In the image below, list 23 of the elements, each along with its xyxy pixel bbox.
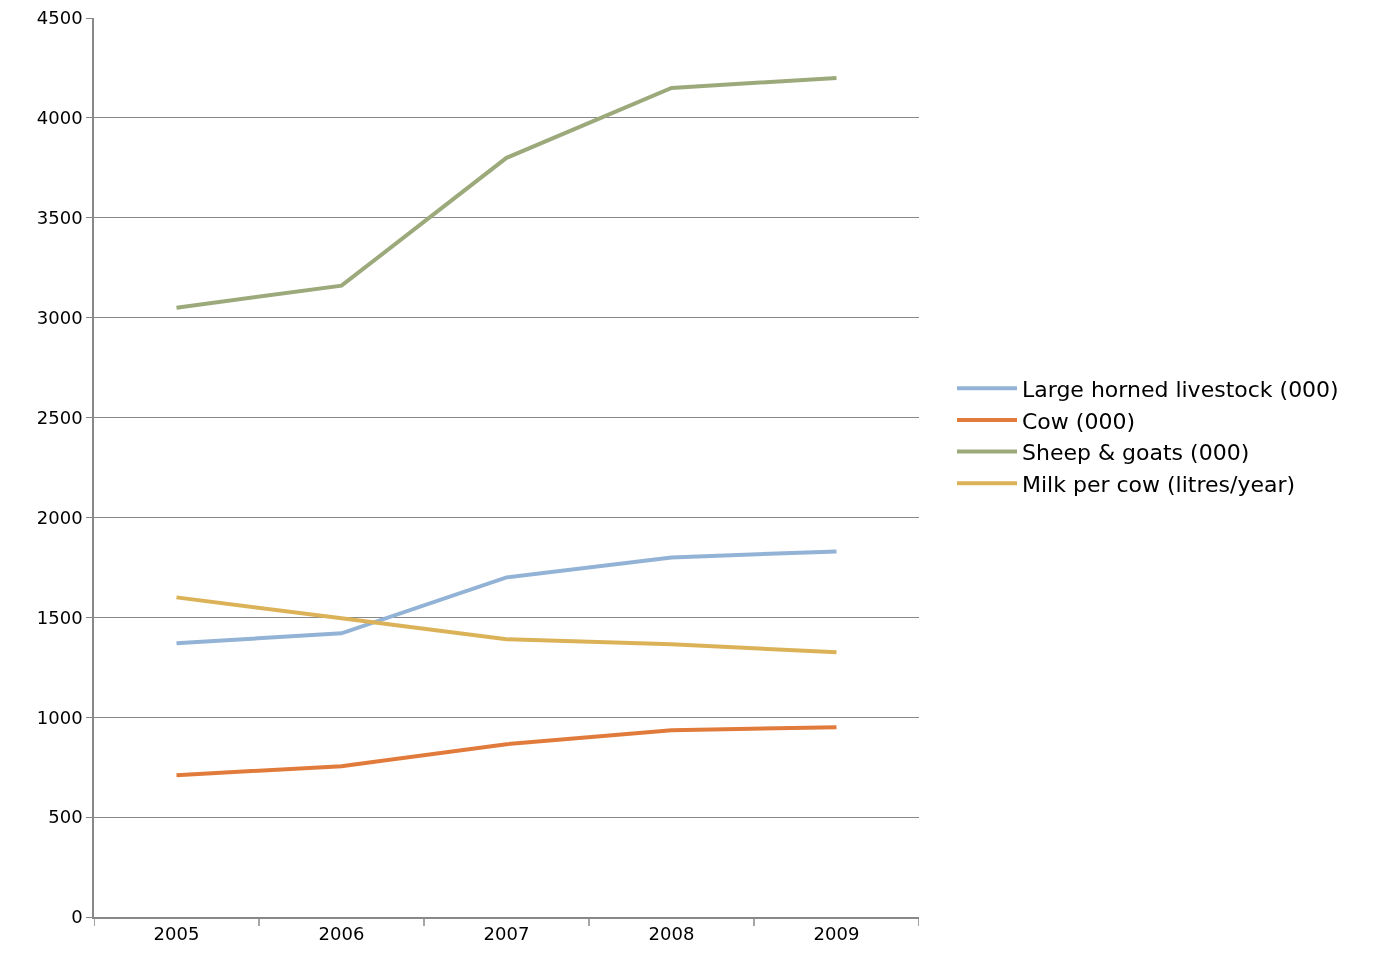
x-tick-label: 2007 xyxy=(483,923,530,945)
y-tick-label: 2000 xyxy=(36,506,83,528)
legend-label: Cow (000) xyxy=(1022,408,1135,434)
y-tick-label: 3500 xyxy=(36,207,83,229)
x-tick-label: 2005 xyxy=(153,923,200,945)
line-series xyxy=(174,725,839,778)
legend-label: Large horned livestock (000) xyxy=(1022,376,1339,402)
y-tick-label: 3000 xyxy=(36,306,83,328)
y-tick-label: 4500 xyxy=(36,7,83,29)
y-tick-label: 0 xyxy=(71,906,83,928)
x-tick-label: 2009 xyxy=(813,923,860,945)
line-series xyxy=(174,595,839,655)
y-tick-label: 500 xyxy=(48,806,83,828)
x-tick-label: 2006 xyxy=(318,923,365,945)
legend-label: Sheep & goats (000) xyxy=(1022,440,1250,466)
y-tick-label: 1500 xyxy=(36,606,83,628)
y-tick-label: 2500 xyxy=(36,406,83,428)
legend-label: Milk per cow (litres/year) xyxy=(1022,471,1296,497)
y-tick-label: 4000 xyxy=(36,107,83,129)
y-tick-label: 1000 xyxy=(36,706,83,728)
x-tick-label: 2008 xyxy=(648,923,695,945)
line-series xyxy=(174,75,839,310)
line-series xyxy=(174,549,839,646)
